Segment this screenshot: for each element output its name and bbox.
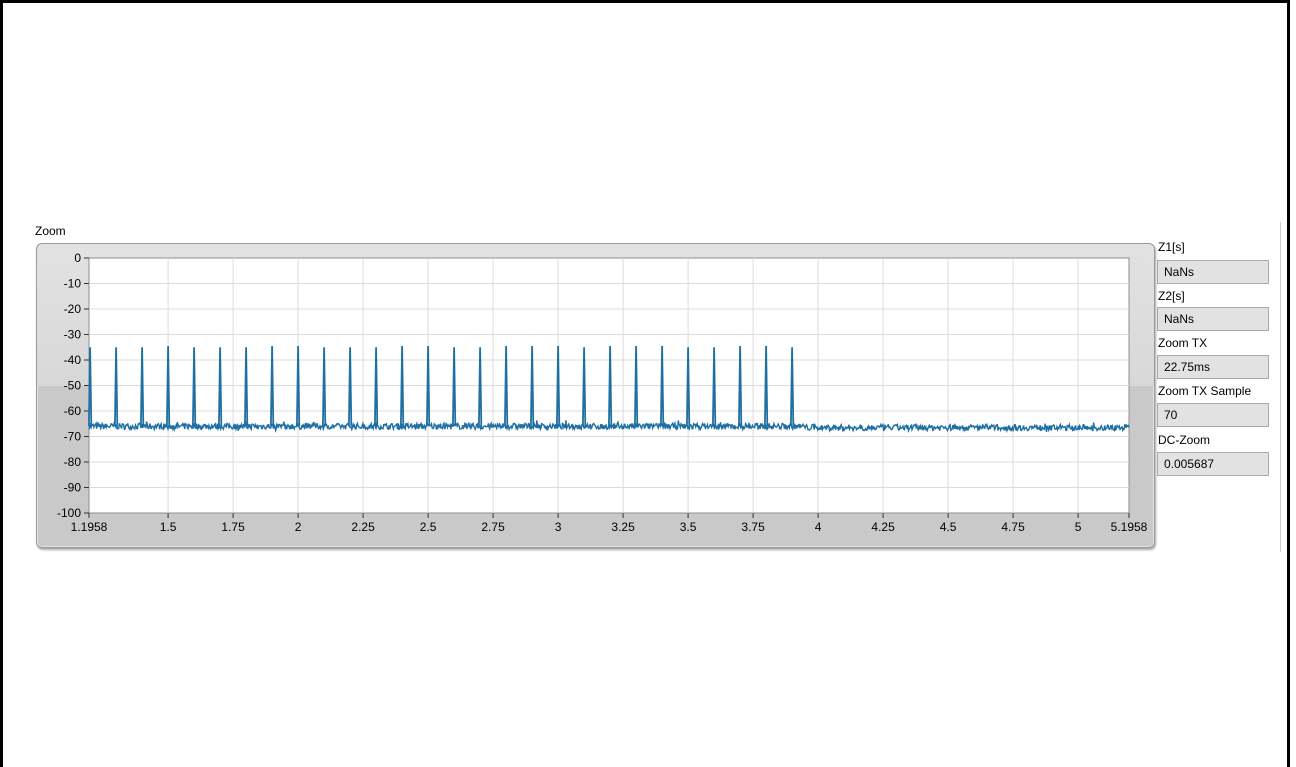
x-tick-label: 2.25 bbox=[351, 520, 375, 534]
zoom-waveform-graph[interactable]: 0 -10 -20 -30 -40 -50 -60 -70 -80 -90 -100 1.1958 1.… bbox=[36, 243, 1155, 548]
dc-zoom-label: DC-Zoom bbox=[1158, 433, 1211, 447]
y-tick-label: -80 bbox=[64, 455, 82, 469]
x-tick-label: 1.5 bbox=[160, 520, 177, 534]
pulse-spike bbox=[556, 345, 561, 427]
pulse-spike bbox=[348, 347, 353, 427]
zoom-tx-label: Zoom TX bbox=[1158, 336, 1208, 350]
pulse-spike bbox=[166, 345, 171, 427]
y-tick-label: 0 bbox=[74, 251, 81, 265]
x-tick-label: 4.75 bbox=[1001, 520, 1025, 534]
pulse-spike bbox=[634, 345, 639, 427]
z2-label: Z2[s] bbox=[1158, 289, 1185, 303]
pulse-spike bbox=[114, 347, 119, 427]
pulse-spike bbox=[608, 345, 613, 427]
y-tick-label: -60 bbox=[64, 404, 82, 418]
x-tick-label: 1.1958 bbox=[71, 520, 108, 534]
z1-label: Z1[s] bbox=[1158, 240, 1185, 254]
pulse-spike bbox=[400, 345, 405, 427]
x-tick-label: 2.75 bbox=[481, 520, 505, 534]
pulse-spike bbox=[712, 347, 717, 427]
y-tick-label: -50 bbox=[64, 379, 82, 393]
x-tick-label: 4.25 bbox=[871, 520, 895, 534]
pulse-spike bbox=[426, 345, 431, 427]
y-tick-label: -90 bbox=[64, 481, 82, 495]
pulse-spike bbox=[764, 345, 769, 427]
graph-title: Zoom bbox=[35, 224, 66, 238]
pulse-spike bbox=[140, 347, 145, 427]
pulse-spike bbox=[322, 347, 327, 427]
pulse-spike bbox=[192, 347, 197, 427]
x-tick-label: 3.5 bbox=[680, 520, 697, 534]
x-tick-label: 1.75 bbox=[221, 520, 245, 534]
pulse-spike bbox=[686, 347, 691, 427]
pulse-spike bbox=[88, 347, 93, 427]
x-tick-label: 5 bbox=[1075, 520, 1082, 534]
zoom-tx-sample-indicator: 70 bbox=[1157, 403, 1269, 427]
z2-indicator: NaNs bbox=[1157, 307, 1269, 331]
x-tick-label: 5.1958 bbox=[1111, 520, 1148, 534]
zoom-tx-sample-label: Zoom TX Sample bbox=[1158, 384, 1252, 398]
pulse-spike bbox=[660, 345, 665, 427]
pulse-spike bbox=[738, 345, 743, 427]
pulse-spike bbox=[452, 347, 457, 427]
x-tick-label: 3.25 bbox=[611, 520, 635, 534]
dc-zoom-indicator: 0.005687 bbox=[1157, 452, 1269, 476]
panel-divider bbox=[1280, 222, 1281, 552]
zoom-tx-indicator: 22.75ms bbox=[1157, 355, 1269, 379]
y-tick-label: -10 bbox=[64, 277, 82, 291]
y-tick-label: -40 bbox=[64, 353, 82, 367]
x-tick-label: 3 bbox=[555, 520, 562, 534]
pulse-spike bbox=[296, 345, 301, 427]
x-tick-label: 3.75 bbox=[741, 520, 765, 534]
x-tick-label: 2.5 bbox=[420, 520, 437, 534]
pulse-spike bbox=[270, 345, 275, 427]
y-tick-label: -30 bbox=[64, 328, 82, 342]
y-tick-label: -20 bbox=[64, 302, 82, 316]
pulse-spike bbox=[218, 347, 223, 427]
pulse-spike bbox=[504, 345, 509, 427]
x-tick-label: 2 bbox=[295, 520, 302, 534]
z1-indicator: NaNs bbox=[1157, 260, 1269, 284]
pulse-spike bbox=[244, 347, 249, 427]
y-tick-label: -70 bbox=[64, 430, 82, 444]
pulse-spike bbox=[790, 347, 795, 427]
pulse-spike bbox=[582, 347, 587, 427]
pulse-spike bbox=[478, 347, 483, 427]
y-tick-label: -100 bbox=[57, 506, 81, 520]
pulse-spike bbox=[374, 347, 379, 427]
x-tick-label: 4.5 bbox=[940, 520, 957, 534]
pulse-spike bbox=[530, 345, 535, 427]
x-tick-label: 4 bbox=[815, 520, 822, 534]
